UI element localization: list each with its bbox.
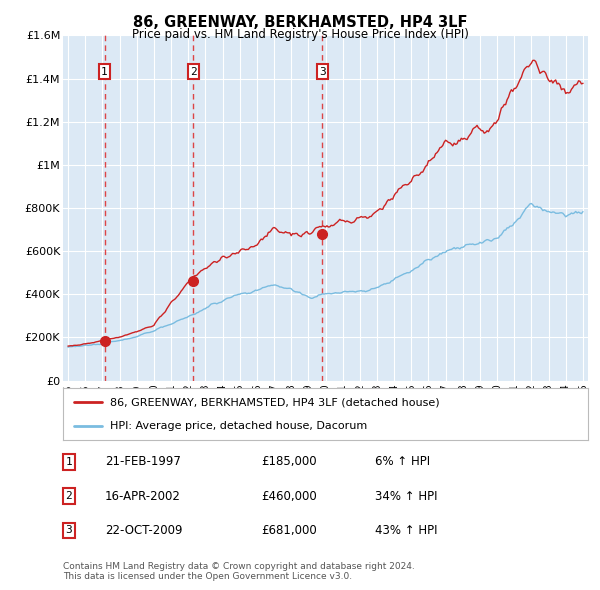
Text: HPI: Average price, detached house, Dacorum: HPI: Average price, detached house, Daco… xyxy=(110,421,367,431)
Text: 43% ↑ HPI: 43% ↑ HPI xyxy=(375,524,437,537)
Text: £185,000: £185,000 xyxy=(261,455,317,468)
Text: 21-FEB-1997: 21-FEB-1997 xyxy=(105,455,181,468)
Text: Price paid vs. HM Land Registry's House Price Index (HPI): Price paid vs. HM Land Registry's House … xyxy=(131,28,469,41)
Text: 6% ↑ HPI: 6% ↑ HPI xyxy=(375,455,430,468)
Text: 1: 1 xyxy=(65,457,73,467)
Text: 86, GREENWAY, BERKHAMSTED, HP4 3LF (detached house): 86, GREENWAY, BERKHAMSTED, HP4 3LF (deta… xyxy=(110,397,440,407)
Text: 3: 3 xyxy=(319,67,326,77)
Text: 86, GREENWAY, BERKHAMSTED, HP4 3LF: 86, GREENWAY, BERKHAMSTED, HP4 3LF xyxy=(133,15,467,30)
Text: 22-OCT-2009: 22-OCT-2009 xyxy=(105,524,182,537)
Text: Contains HM Land Registry data © Crown copyright and database right 2024.: Contains HM Land Registry data © Crown c… xyxy=(63,562,415,571)
Text: This data is licensed under the Open Government Licence v3.0.: This data is licensed under the Open Gov… xyxy=(63,572,352,581)
Text: 3: 3 xyxy=(65,526,73,535)
Text: 34% ↑ HPI: 34% ↑ HPI xyxy=(375,490,437,503)
Text: 1: 1 xyxy=(101,67,108,77)
Text: 2: 2 xyxy=(190,67,197,77)
Text: 16-APR-2002: 16-APR-2002 xyxy=(105,490,181,503)
Text: £460,000: £460,000 xyxy=(261,490,317,503)
Text: £681,000: £681,000 xyxy=(261,524,317,537)
Text: 2: 2 xyxy=(65,491,73,501)
